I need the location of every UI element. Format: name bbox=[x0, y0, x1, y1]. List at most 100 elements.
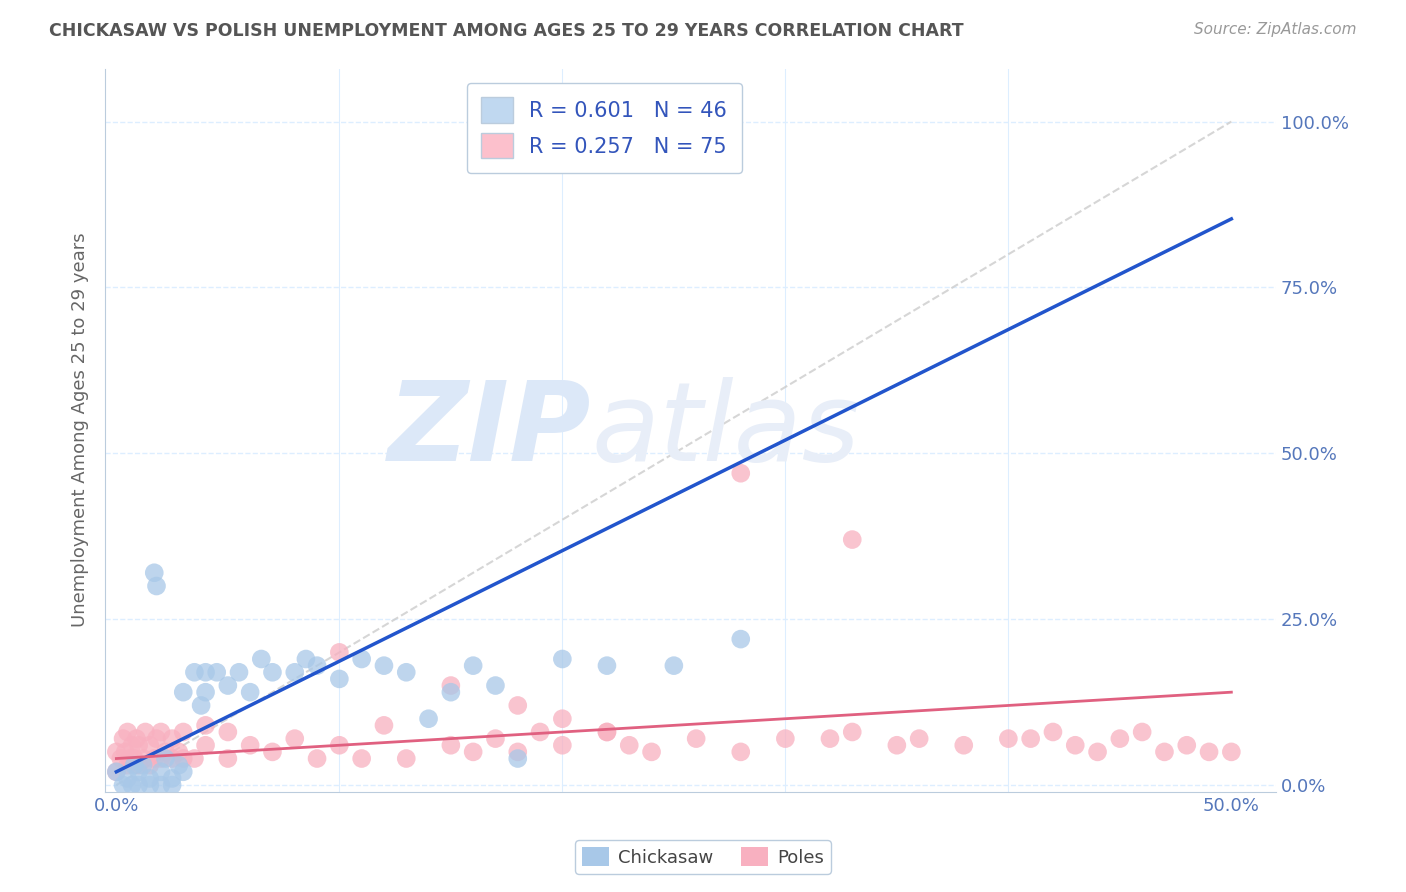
Point bbox=[155, 745, 177, 759]
Point bbox=[143, 751, 166, 765]
Point bbox=[596, 725, 619, 739]
Point bbox=[284, 665, 307, 680]
Point bbox=[121, 738, 143, 752]
Point bbox=[132, 758, 155, 772]
Point bbox=[149, 751, 172, 765]
Point bbox=[132, 751, 155, 765]
Point bbox=[350, 652, 373, 666]
Point bbox=[122, 758, 145, 772]
Point bbox=[149, 725, 172, 739]
Point bbox=[1130, 725, 1153, 739]
Point bbox=[217, 751, 239, 765]
Point bbox=[139, 758, 162, 772]
Point bbox=[395, 665, 418, 680]
Point bbox=[183, 665, 205, 680]
Point bbox=[506, 745, 529, 759]
Point bbox=[128, 738, 150, 752]
Point bbox=[841, 725, 863, 739]
Point bbox=[194, 665, 217, 680]
Point bbox=[418, 712, 440, 726]
Point bbox=[262, 745, 284, 759]
Point bbox=[440, 679, 463, 693]
Point bbox=[172, 725, 194, 739]
Point bbox=[194, 738, 217, 752]
Point bbox=[1175, 738, 1198, 752]
Point bbox=[908, 731, 931, 746]
Point bbox=[105, 764, 128, 779]
Point bbox=[1153, 745, 1175, 759]
Point bbox=[730, 467, 752, 481]
Point bbox=[172, 764, 194, 779]
Point bbox=[128, 764, 150, 779]
Point bbox=[484, 679, 506, 693]
Point bbox=[114, 745, 136, 759]
Point bbox=[172, 685, 194, 699]
Point bbox=[551, 738, 574, 752]
Point bbox=[1198, 745, 1220, 759]
Point bbox=[139, 738, 162, 752]
Point bbox=[373, 658, 395, 673]
Point bbox=[110, 751, 132, 765]
Point bbox=[373, 718, 395, 732]
Point bbox=[284, 731, 307, 746]
Point bbox=[117, 725, 139, 739]
Point bbox=[125, 731, 148, 746]
Point bbox=[160, 772, 183, 786]
Point bbox=[484, 731, 506, 746]
Point bbox=[250, 652, 273, 666]
Point bbox=[886, 738, 908, 752]
Point bbox=[730, 632, 752, 646]
Point bbox=[952, 738, 974, 752]
Point bbox=[194, 685, 217, 699]
Legend: R = 0.601   N = 46, R = 0.257   N = 75: R = 0.601 N = 46, R = 0.257 N = 75 bbox=[467, 83, 742, 173]
Point bbox=[217, 679, 239, 693]
Point bbox=[167, 745, 190, 759]
Point bbox=[307, 751, 329, 765]
Point bbox=[128, 758, 150, 772]
Text: Source: ZipAtlas.com: Source: ZipAtlas.com bbox=[1194, 22, 1357, 37]
Point bbox=[440, 738, 463, 752]
Point bbox=[145, 579, 167, 593]
Point bbox=[640, 745, 662, 759]
Point bbox=[1220, 745, 1243, 759]
Point bbox=[440, 685, 463, 699]
Point bbox=[239, 685, 262, 699]
Point bbox=[105, 745, 128, 759]
Point bbox=[228, 665, 250, 680]
Point bbox=[105, 764, 128, 779]
Point bbox=[619, 738, 641, 752]
Point bbox=[841, 533, 863, 547]
Legend: Chickasaw, Poles: Chickasaw, Poles bbox=[575, 840, 831, 874]
Point bbox=[506, 751, 529, 765]
Point bbox=[117, 772, 139, 786]
Point bbox=[1087, 745, 1109, 759]
Point bbox=[596, 725, 619, 739]
Point bbox=[1019, 731, 1042, 746]
Point bbox=[350, 751, 373, 765]
Point bbox=[551, 652, 574, 666]
Point bbox=[167, 758, 190, 772]
Point bbox=[160, 751, 183, 765]
Point bbox=[194, 718, 217, 732]
Point bbox=[463, 658, 485, 673]
Point bbox=[328, 672, 350, 686]
Point bbox=[730, 745, 752, 759]
Point bbox=[122, 751, 145, 765]
Point bbox=[183, 751, 205, 765]
Point bbox=[172, 751, 194, 765]
Point bbox=[117, 758, 139, 772]
Text: atlas: atlas bbox=[591, 376, 859, 483]
Point bbox=[997, 731, 1019, 746]
Point bbox=[307, 658, 329, 673]
Point bbox=[395, 751, 418, 765]
Text: ZIP: ZIP bbox=[388, 376, 591, 483]
Point bbox=[775, 731, 797, 746]
Point bbox=[145, 731, 167, 746]
Point bbox=[685, 731, 707, 746]
Text: CHICKASAW VS POLISH UNEMPLOYMENT AMONG AGES 25 TO 29 YEARS CORRELATION CHART: CHICKASAW VS POLISH UNEMPLOYMENT AMONG A… bbox=[49, 22, 965, 40]
Point bbox=[596, 658, 619, 673]
Point bbox=[112, 778, 135, 792]
Point bbox=[328, 645, 350, 659]
Point bbox=[818, 731, 841, 746]
Point bbox=[128, 778, 150, 792]
